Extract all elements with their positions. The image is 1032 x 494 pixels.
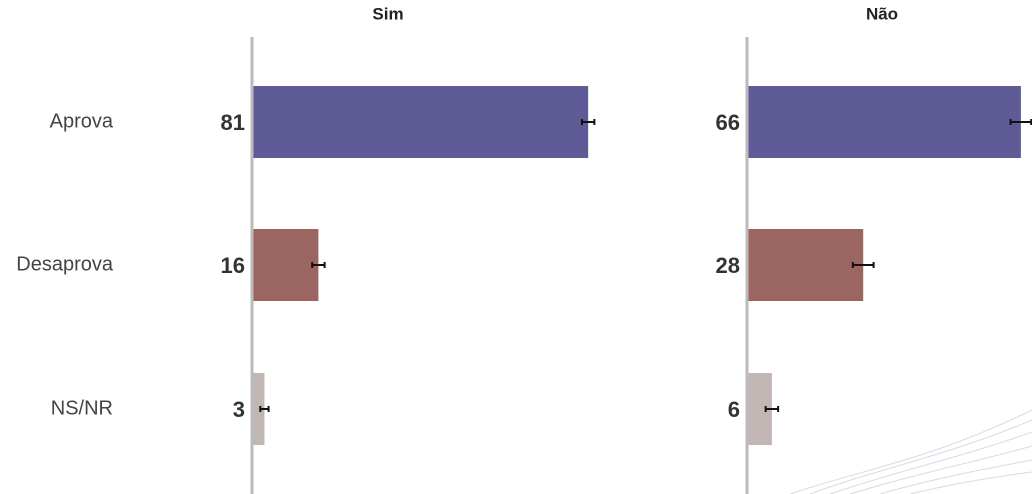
bar	[747, 86, 1021, 158]
bar	[252, 86, 589, 158]
category-label: Desaprova	[16, 253, 114, 275]
decoration	[789, 409, 1032, 494]
bar	[252, 229, 319, 301]
error-bar	[259, 406, 270, 412]
value-label: 16	[221, 253, 245, 278]
error-bar	[311, 262, 326, 268]
error-bar	[764, 406, 780, 412]
value-label: 81	[221, 110, 245, 135]
value-label: 28	[716, 253, 740, 278]
bar	[252, 373, 265, 445]
error-bar	[1009, 119, 1032, 125]
value-label: 6	[728, 397, 740, 422]
error-bar	[580, 119, 596, 125]
category-label: Aprova	[50, 110, 114, 132]
category-label: NS/NR	[51, 397, 113, 419]
value-label: 3	[233, 397, 245, 422]
panel-title: Não	[866, 4, 898, 23]
error-bar	[851, 262, 875, 268]
value-label: 66	[716, 110, 740, 135]
panel-title: Sim	[372, 4, 403, 23]
bar	[747, 229, 864, 301]
